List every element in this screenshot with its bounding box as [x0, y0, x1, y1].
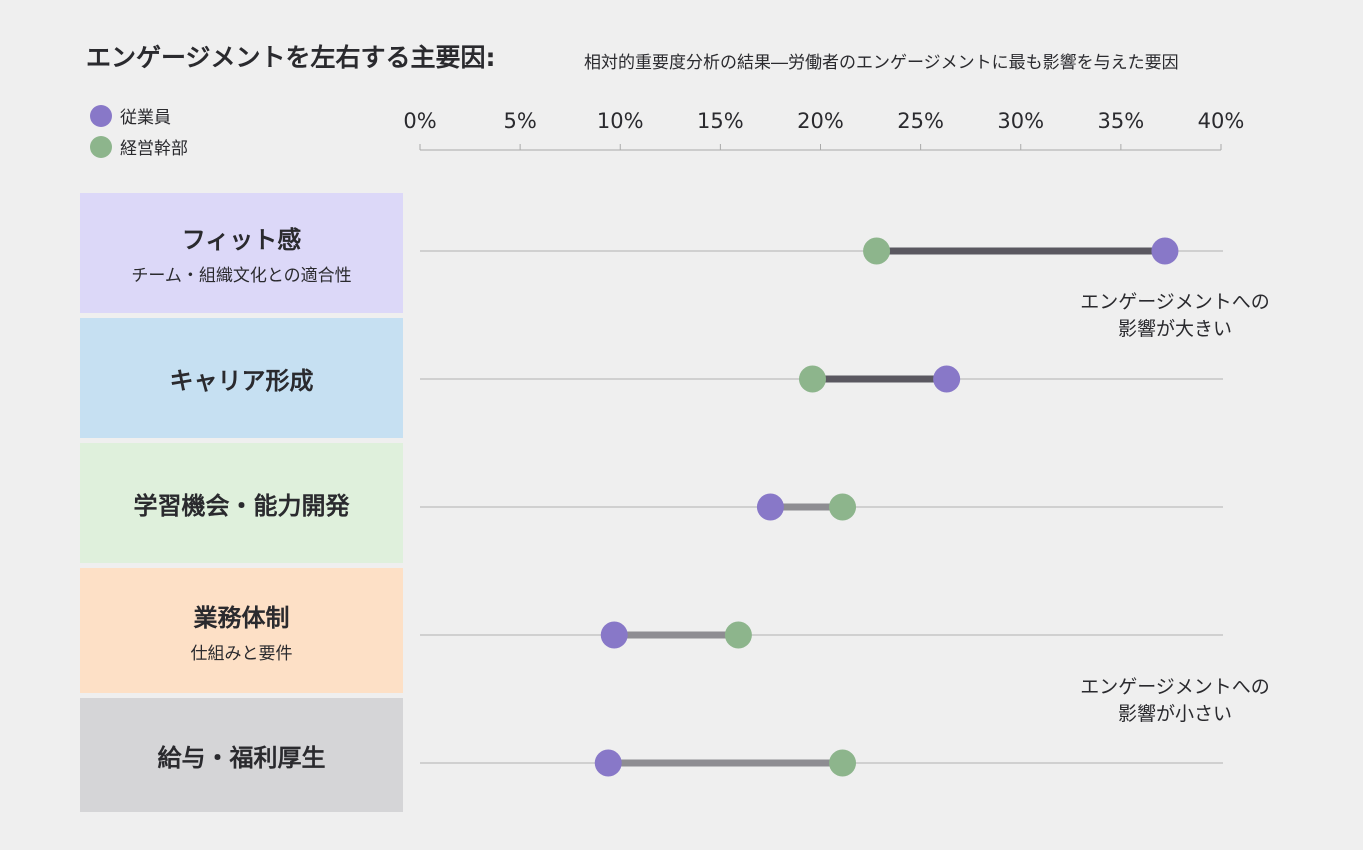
executive-point	[863, 237, 891, 265]
x-tick-label: 5%	[503, 109, 536, 133]
executive-point	[724, 621, 752, 649]
employee-point	[933, 365, 961, 393]
executive-point	[798, 365, 826, 393]
employee-point	[756, 493, 784, 521]
category-subtitle: 仕組みと要件	[190, 643, 293, 664]
category-name: 業務体制	[193, 603, 290, 632]
category-name: キャリア形成	[169, 366, 314, 395]
executive-point	[829, 493, 857, 521]
category-label-box: 業務体制仕組みと要件	[80, 568, 403, 693]
annotation-high-impact: エンゲージメントへの 影響が大きい	[1050, 289, 1300, 343]
category-name: フィット感	[181, 226, 302, 254]
x-tick-label: 15%	[697, 109, 744, 133]
annotation-low-impact: エンゲージメントへの 影響が小さい	[1050, 674, 1300, 728]
legend-employee: 従業員	[90, 103, 171, 128]
chart-subtitle: 相対的重要度分析の結果―労働者のエンゲージメントに最も影響を与えた要因	[584, 53, 1179, 73]
annotation-low-line1: エンゲージメントへの	[1080, 676, 1270, 698]
legend-swatch-employee	[90, 104, 112, 127]
legend-label-employee: 従業員	[120, 108, 171, 128]
x-tick-label: 30%	[997, 109, 1044, 133]
chart-title: エンゲージメントを左右する主要因:	[86, 43, 496, 72]
x-tick-label: 25%	[897, 109, 944, 133]
legend-swatch-executive	[90, 135, 112, 158]
employee-point	[600, 621, 628, 649]
category-name: 給与・福利厚生	[157, 743, 326, 772]
category-subtitle: チーム・組織文化との適合性	[131, 266, 352, 286]
category-label-box: キャリア形成	[80, 318, 403, 438]
executive-point	[829, 749, 857, 777]
x-tick-label: 35%	[1098, 109, 1145, 133]
x-tick-label: 20%	[797, 109, 844, 133]
annotation-low-line2: 影響が小さい	[1117, 703, 1232, 725]
employee-point	[594, 749, 622, 777]
x-tick-label: 10%	[597, 109, 644, 133]
category-label-box: フィット感チーム・組織文化との適合性	[80, 193, 403, 313]
annotation-high-line2: 影響が大きい	[1117, 318, 1232, 340]
x-tick-label: 40%	[1198, 109, 1245, 133]
legend-executive: 経営幹部	[90, 134, 188, 159]
x-tick-label: 0%	[403, 109, 436, 133]
employee-point	[1151, 237, 1179, 265]
category-label-box: 給与・福利厚生	[80, 698, 403, 812]
category-name: 学習機会・能力開発	[133, 491, 350, 520]
annotation-high-line1: エンゲージメントへの	[1080, 291, 1270, 313]
legend-label-executive: 経営幹部	[120, 139, 188, 159]
category-label-box: 学習機会・能力開発	[80, 443, 403, 563]
